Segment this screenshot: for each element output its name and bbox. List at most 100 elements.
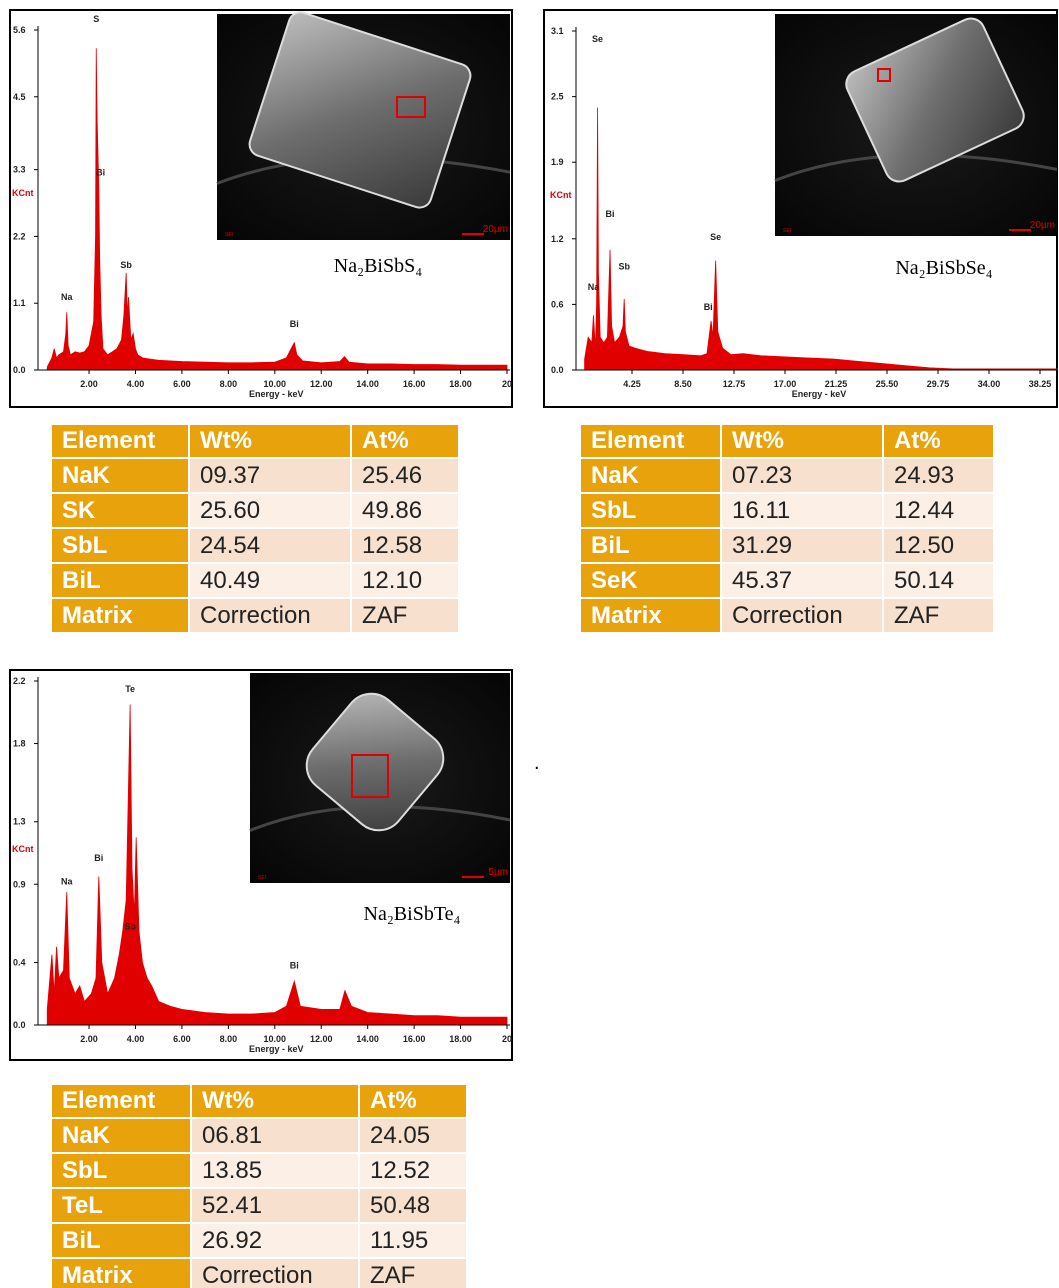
y-tick-label: 1.3 (13, 817, 26, 827)
y-tick-label: 1.8 (13, 739, 26, 749)
x-tick-label: 25.50 (876, 379, 899, 389)
table-cell: 06.81 (192, 1119, 358, 1152)
peak-label: Na (588, 282, 600, 292)
table-cell: NaK (52, 459, 188, 492)
x-tick-label: 8.50 (674, 379, 692, 389)
table-cell: 12.58 (352, 529, 458, 562)
table-cell: 07.23 (722, 459, 882, 492)
table-cell: 40.49 (190, 564, 350, 597)
y-tick-label: 1.2 (551, 234, 564, 244)
x-axis-label: Energy - keV (249, 389, 304, 399)
table-cell: 16.11 (722, 494, 882, 527)
x-axis-label: Energy - keV (249, 1044, 304, 1054)
peak-label: Se (592, 34, 603, 44)
y-tick-label: 2.2 (13, 676, 26, 686)
table-cell: BiL (581, 529, 720, 562)
peak-label: Sb (618, 261, 630, 271)
peak-label: S (93, 14, 99, 24)
x-axis-label: Energy - keV (792, 389, 847, 399)
table-cell: SK (52, 494, 188, 527)
sample-caption: Na₂BiSbSe₄ (895, 257, 992, 279)
x-tick-label: 38.25 (1029, 379, 1052, 389)
table-cell: 12.44 (884, 494, 993, 527)
x-tick-label: 2.00 (80, 1034, 98, 1044)
table-cell: 50.14 (884, 564, 993, 597)
table-cell: 24.54 (190, 529, 350, 562)
x-tick-label: 18.00 (449, 1034, 472, 1044)
x-tick-label: 10.00 (264, 379, 287, 389)
table-cell: 52.41 (192, 1189, 358, 1222)
table-cell: 50.48 (360, 1189, 466, 1222)
x-tick-label: 29.75 (927, 379, 950, 389)
scale-bar-label: 20µm (483, 224, 508, 235)
table-cell: 12.10 (352, 564, 458, 597)
x-tick-label: 12.00 (310, 1034, 333, 1044)
table-cell: NaK (581, 459, 720, 492)
table-cell: 09.37 (190, 459, 350, 492)
y-tick-label: 4.5 (13, 92, 26, 102)
y-tick-label: 0.0 (13, 1020, 26, 1030)
table-cell: Matrix (52, 599, 188, 632)
scale-bar-label: 20µm (1030, 220, 1055, 231)
peak-label: Na (61, 292, 73, 302)
table-cell: SbL (581, 494, 720, 527)
table-cell: SeK (581, 564, 720, 597)
x-tick-label: 16.00 (403, 1034, 426, 1044)
table-cell: 13.85 (192, 1154, 358, 1187)
x-tick-label: 20 (502, 379, 512, 389)
x-tick-label: 6.00 (173, 379, 191, 389)
peak-label: Na (61, 876, 73, 886)
table-cell: Matrix (52, 1259, 190, 1288)
sample-caption: Na₂BiSbTe₄ (364, 903, 461, 925)
x-tick-label: 14.00 (356, 379, 379, 389)
table-cell: 26.92 (192, 1224, 358, 1257)
table-cell: 24.93 (884, 459, 993, 492)
y-tick-label: 0.4 (13, 957, 26, 967)
x-tick-label: 18.00 (449, 379, 472, 389)
table-cell: TeL (52, 1189, 190, 1222)
detector-label: SEI (258, 875, 266, 881)
table-cell: ZAF (884, 599, 993, 632)
y-tick-label: 3.1 (551, 26, 564, 36)
peak-label: Bi (94, 853, 103, 863)
x-tick-label: 20 (502, 1034, 512, 1044)
peak-label: Sb (120, 260, 132, 270)
table-header-cell: Wt% (190, 425, 350, 457)
table-cell: 25.60 (190, 494, 350, 527)
table-cell: 24.05 (360, 1119, 466, 1152)
x-tick-label: 21.25 (825, 379, 848, 389)
peak-label: Bi (606, 209, 615, 219)
table-cell: 12.50 (884, 529, 993, 562)
table-header-cell: Element (52, 1085, 190, 1117)
table-header-cell: At% (352, 425, 458, 457)
y-tick-label: 0.6 (551, 299, 564, 309)
table-cell: ZAF (352, 599, 458, 632)
table-cell: SbL (52, 529, 188, 562)
y-tick-label: 1.1 (13, 298, 26, 308)
stray-mark: . (534, 752, 540, 775)
x-tick-label: 14.00 (356, 1034, 379, 1044)
peak-label: Te (125, 684, 135, 694)
y-axis-label: KCnt (550, 190, 572, 200)
table-cell: Correction (190, 599, 350, 632)
x-tick-label: 4.00 (127, 1034, 145, 1044)
y-tick-label: 0.9 (13, 879, 26, 889)
y-tick-label: 2.2 (13, 231, 26, 241)
detector-label: SEI (225, 232, 233, 238)
peak-label: Se (710, 232, 721, 242)
peak-label: Bi (290, 961, 299, 971)
peak-label: Sb (124, 922, 136, 932)
table-cell: Correction (722, 599, 882, 632)
table-cell: NaK (52, 1119, 190, 1152)
x-tick-label: 8.00 (220, 1034, 238, 1044)
x-tick-label: 2.00 (80, 379, 98, 389)
y-tick-label: 2.5 (551, 92, 564, 102)
table-cell: 49.86 (352, 494, 458, 527)
x-tick-label: 16.00 (403, 379, 426, 389)
table-header-cell: Element (581, 425, 720, 457)
y-tick-label: 1.9 (551, 157, 564, 167)
table-header-cell: At% (884, 425, 993, 457)
peak-label: Bi (290, 319, 299, 329)
peak-label: Bi (96, 168, 105, 178)
table-cell: BiL (52, 564, 188, 597)
